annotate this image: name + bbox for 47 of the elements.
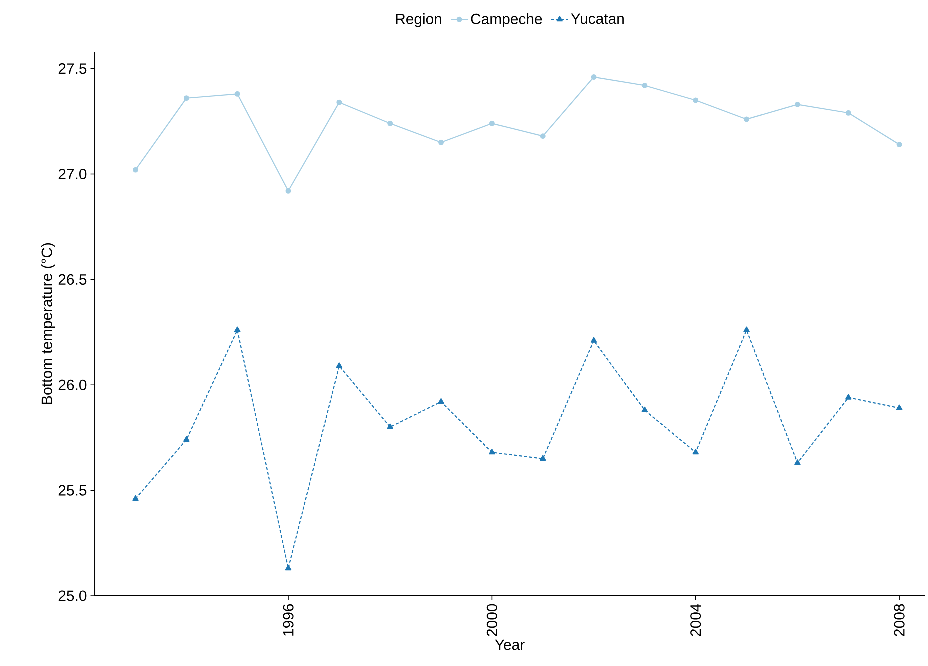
point — [489, 449, 496, 455]
y-tick-label: 27.5 — [58, 64, 87, 74]
point — [438, 140, 444, 146]
point — [438, 398, 444, 404]
point — [590, 337, 598, 343]
x-tick-label: 2004 — [690, 604, 702, 636]
x-tick-label: 2008 — [894, 604, 905, 636]
point — [184, 96, 190, 102]
point — [234, 326, 241, 332]
point — [336, 362, 343, 368]
legend-label: Campeche — [471, 13, 542, 28]
point — [489, 120, 495, 126]
point — [794, 102, 800, 108]
point — [286, 188, 292, 194]
x-tick-label: 1996 — [283, 604, 294, 636]
y-tick-label: 27.0 — [58, 168, 87, 180]
y-tick-label: 26.0 — [58, 380, 87, 390]
y-tick-label: 25.5 — [58, 485, 87, 496]
y-tick-label: 25.0 — [58, 590, 87, 602]
point — [234, 91, 240, 97]
point — [794, 460, 801, 466]
point — [896, 142, 902, 148]
point — [184, 436, 190, 442]
point — [642, 82, 648, 88]
y-axis-title: Bottom temperature (°C) — [41, 243, 56, 404]
point — [388, 120, 394, 126]
point — [132, 495, 139, 502]
x-axis-title: Year — [495, 640, 525, 650]
legend-label: Yucatan — [571, 14, 624, 24]
y-tick-label: 26.5 — [58, 274, 87, 285]
point — [642, 406, 648, 412]
point — [387, 424, 394, 430]
point — [845, 394, 852, 400]
point — [693, 98, 699, 104]
point — [744, 326, 750, 332]
point — [846, 110, 852, 116]
point — [540, 134, 546, 140]
point — [540, 455, 546, 461]
point — [336, 100, 342, 106]
point — [133, 167, 138, 173]
legend-title: Region — [396, 13, 442, 28]
point — [285, 565, 292, 571]
point — [692, 449, 700, 455]
point — [591, 74, 597, 80]
point — [744, 116, 750, 122]
point — [896, 404, 903, 410]
x-tick-label: 2000 — [486, 604, 498, 636]
